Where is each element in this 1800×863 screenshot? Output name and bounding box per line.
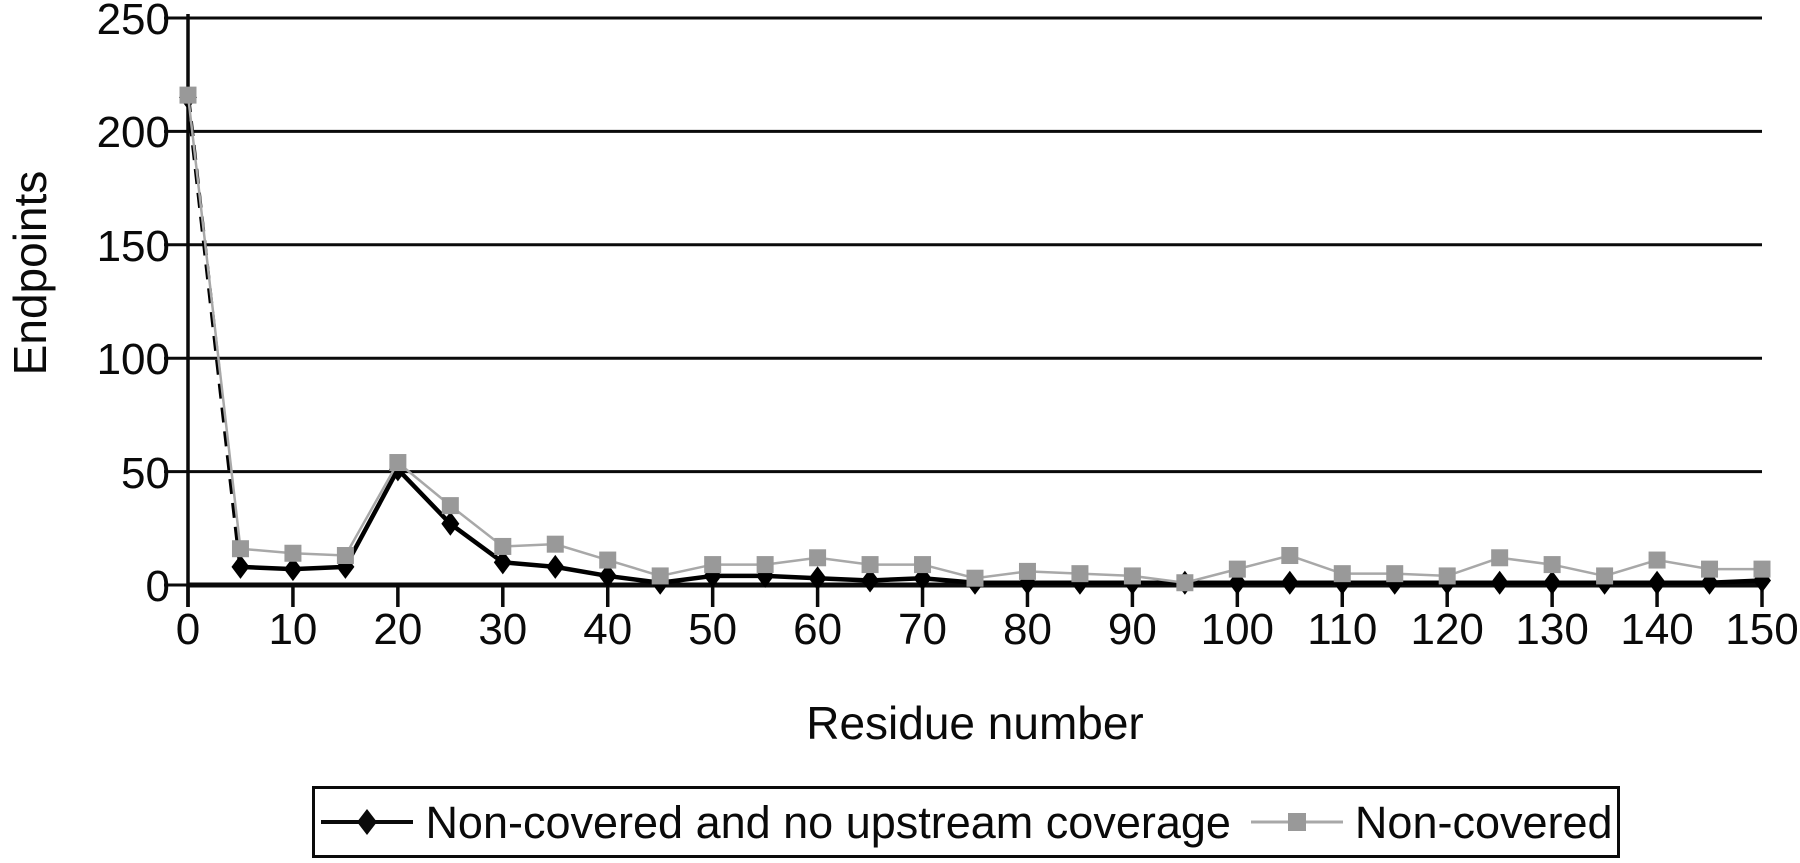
series-line-noncovered-no-upstream: [502, 560, 556, 570]
marker-square: [756, 556, 774, 574]
marker-square: [1386, 565, 1404, 583]
marker-square: [284, 544, 302, 562]
x-tick-label-150: 150: [1725, 605, 1799, 654]
marker-diamond: [1543, 570, 1562, 595]
series-line-noncovered-no-upstream: [343, 468, 400, 568]
marker-square: [546, 535, 564, 553]
x-tick-label-0: 0: [175, 605, 201, 654]
y-tick-label-250: 250: [96, 0, 170, 44]
marker-square: [1491, 549, 1509, 567]
series-line-noncovered-no-upstream: [1709, 578, 1763, 585]
x-tick-label-40: 40: [583, 605, 633, 654]
marker-square: [966, 569, 984, 587]
marker-square: [231, 540, 249, 558]
marker-square: [1543, 556, 1561, 574]
marker-square: [1753, 560, 1771, 578]
marker-square: [1018, 562, 1036, 580]
marker-square: [914, 556, 932, 574]
marker-square: [1228, 560, 1246, 578]
series-line-noncovered-no-upstream: [817, 575, 871, 583]
marker-diamond: [493, 550, 512, 575]
marker-diamond: [231, 554, 250, 579]
x-tick-label-60: 60: [793, 605, 843, 654]
x-tick-label-20: 20: [373, 605, 423, 654]
marker-square: [1281, 547, 1299, 565]
marker-diamond: [441, 511, 460, 536]
x-tick-label-130: 130: [1515, 605, 1589, 654]
marker-diamond: [1648, 570, 1667, 595]
y-tick-label-100: 100: [96, 334, 170, 384]
marker-diamond: [1280, 570, 1299, 595]
series-line-noncovered: [186, 94, 1762, 585]
marker-square: [1333, 565, 1351, 583]
legend-label-noncovered-no-upstream: Non-covered and no upstream coverage: [425, 796, 1231, 848]
marker-square: [704, 556, 722, 574]
marker-square: [179, 86, 197, 104]
marker-diamond: [598, 563, 617, 588]
marker-square: [861, 556, 879, 574]
series-line-noncovered-no-upstream: [659, 573, 713, 585]
gray-square-line-icon: [1250, 813, 1343, 831]
series-line-noncovered-no-upstream: [607, 573, 661, 585]
black-diamond-line-icon: [321, 809, 414, 835]
x-tick-label-140: 140: [1620, 605, 1694, 654]
x-axis-title: Residue number: [806, 697, 1144, 749]
y-tick-label-200: 200: [96, 108, 170, 158]
y-tick-label-150: 150: [96, 221, 170, 271]
marker-diamond: [546, 554, 565, 579]
marker-square: [1701, 560, 1719, 578]
y-tick-label-50: 50: [121, 448, 170, 498]
marker-square: [1648, 551, 1666, 569]
series-line-noncovered-no-upstream: [449, 521, 505, 565]
series-line-noncovered-no-upstream: [554, 564, 609, 579]
x-tick-label-70: 70: [898, 605, 948, 654]
marker-square: [599, 551, 617, 569]
legend-item-noncovered-no-upstream: Non-covered and no upstream coverage: [319, 796, 1231, 848]
marker-square: [389, 454, 407, 472]
marker-square: [441, 497, 459, 515]
legend: Non-covered and no upstream coverage Non…: [312, 786, 1620, 858]
x-tick-label-10: 10: [268, 605, 318, 654]
marker-diamond: [283, 557, 302, 582]
marker-diamond: [808, 566, 827, 591]
series-line-noncovered-no-upstream: [396, 467, 452, 526]
x-tick-label-110: 110: [1307, 605, 1378, 654]
series-line-noncovered-no-upstream: [922, 575, 976, 585]
marker-diamond: [861, 568, 880, 593]
marker-square: [336, 547, 354, 565]
series-line-noncovered-no-upstream: [869, 575, 923, 583]
marker-square: [809, 549, 827, 567]
y-tick-label-0: 0: [145, 561, 170, 611]
series-line-noncovered-no-upstream: [240, 564, 294, 572]
marker-square: [1123, 567, 1141, 585]
x-tick-label-80: 80: [1002, 605, 1052, 654]
x-tick-label-50: 50: [688, 605, 738, 654]
marker-square: [1176, 574, 1194, 592]
marker-diamond: [1490, 570, 1509, 595]
legend-item-noncovered: Non-covered: [1249, 800, 1613, 845]
x-tick-label-90: 90: [1107, 605, 1157, 654]
marker-square: [651, 567, 669, 585]
x-tick-label-100: 100: [1200, 605, 1275, 654]
marker-square: [1596, 567, 1614, 585]
x-tick-label-120: 120: [1410, 605, 1484, 654]
marker-square: [1071, 565, 1089, 583]
legend-label-noncovered: Non-covered: [1354, 796, 1613, 848]
marker-square: [1438, 567, 1456, 585]
y-axis-title: Endpoints: [4, 170, 56, 376]
series-line-noncovered-no-upstream: [765, 573, 818, 581]
x-tick-label-30: 30: [478, 605, 528, 654]
series-line-noncovered-no-upstream: [292, 564, 346, 572]
marker-square: [494, 537, 512, 555]
